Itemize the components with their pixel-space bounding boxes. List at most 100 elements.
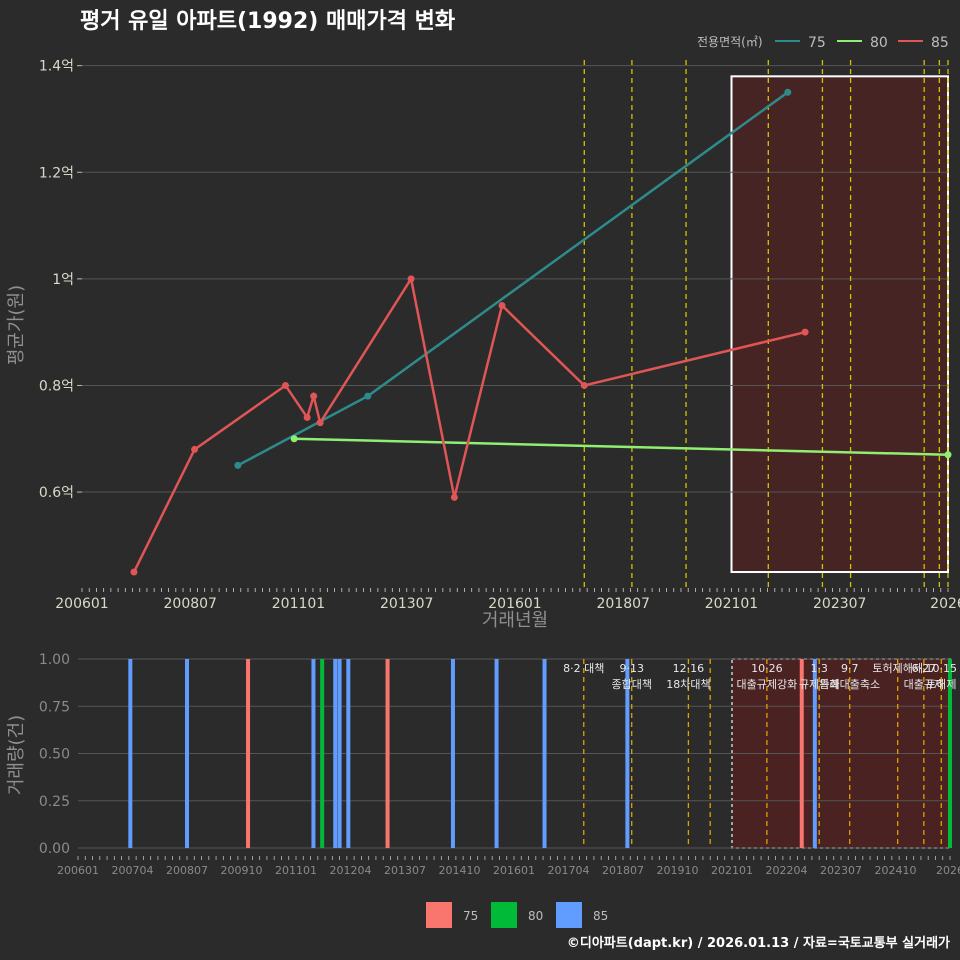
volume-bar-85 xyxy=(542,659,547,848)
event-label: 대출규제 xyxy=(904,678,944,691)
data-point-85 xyxy=(303,413,311,421)
x-tick-label-bottom: 200704 xyxy=(112,864,154,877)
caption: ©디아파트(dapt.kr) / 2026.01.13 / 자료=국토교통부 실… xyxy=(567,935,950,951)
data-point-85 xyxy=(191,445,199,453)
x-tick-label: 200601 xyxy=(55,596,108,612)
x-tick-label: 201307 xyxy=(380,596,433,612)
data-point-75 xyxy=(784,88,792,96)
legend-swatch-80 xyxy=(491,902,517,928)
x-tick-label-bottom: 201807 xyxy=(602,864,644,877)
legend-bottom-label-75: 75 xyxy=(463,909,478,923)
volume-bar-85 xyxy=(333,659,338,848)
data-point-85 xyxy=(282,381,290,389)
volume-bar-85 xyxy=(346,659,351,848)
data-point-85 xyxy=(450,493,458,501)
volume-bar-75 xyxy=(246,659,251,848)
x-tick-label-bottom: 200601 xyxy=(57,864,99,877)
series-line-80 xyxy=(294,437,949,456)
y-tick-label-bottom: 0.50 xyxy=(39,747,70,763)
y-tick-label-bottom: 0.00 xyxy=(39,841,70,857)
volume-plot: 0.00 0.25 0.50 0.75 1.00 8·2 대책 9·13 종합대책 12·16 1… xyxy=(39,652,960,877)
data-point-80 xyxy=(290,435,298,443)
x-tick-label-bottom: 201910 xyxy=(657,864,699,877)
event-label: 대출규제강화 xyxy=(737,678,798,691)
event-label: 9·13 xyxy=(619,662,644,675)
volume-bar-85 xyxy=(494,659,499,848)
event-label: 토허제해제 xyxy=(872,661,923,675)
bottom-y-axis-title: 거래량(건) xyxy=(6,715,27,795)
event-label: 9·7 xyxy=(841,662,859,675)
chart-title: 평거 유일 아파트(1992) 매매가격 변화 xyxy=(80,9,455,34)
event-label: 12·16 xyxy=(673,662,705,675)
x-tick-label-bottom: 201410 xyxy=(439,864,481,877)
volume-bar-85 xyxy=(450,659,455,848)
volume-bar-85 xyxy=(812,659,817,848)
x-tick-label: 200807 xyxy=(164,596,217,612)
top-x-axis-title: 거래년월 xyxy=(482,610,548,631)
x-tick-label: 201807 xyxy=(597,596,650,612)
x-tick-label-bottom: 201601 xyxy=(493,864,535,877)
data-point-85 xyxy=(580,381,588,389)
x-tick-label-bottom: 202410 xyxy=(875,864,917,877)
x-tick-label-bottom: 2026 xyxy=(936,864,960,877)
volume-bar-85 xyxy=(337,659,342,848)
event-label: 10·26 xyxy=(751,662,783,675)
x-tick-label-bottom: 201101 xyxy=(275,864,317,877)
legend-swatch-85 xyxy=(556,902,582,928)
volume-bar-80 xyxy=(320,659,325,848)
volume-bar-85 xyxy=(311,659,316,848)
data-point-85 xyxy=(498,302,506,310)
legend-bottom: 75 80 85 xyxy=(426,902,608,928)
data-point-85 xyxy=(407,275,415,283)
volume-bar-80 xyxy=(948,659,952,848)
price-plot: 0.6억 0.8억 1억 1.2억 1.4억 200601 200807 201101 2013… xyxy=(39,59,960,612)
legend-label-80: 80 xyxy=(870,35,888,51)
event-label: 10·15 xyxy=(926,662,958,675)
y-tick-label: 0.6억 xyxy=(39,485,74,501)
y-tick-label-bottom: 0.75 xyxy=(39,699,70,715)
highlight-region xyxy=(730,75,949,574)
event-label: 6·27 xyxy=(912,662,937,675)
y-tick-label: 1.2억 xyxy=(39,165,74,181)
data-point-85 xyxy=(130,568,138,576)
volume-bar-75 xyxy=(385,659,390,848)
event-label: 종합대책 xyxy=(611,678,651,691)
legend-title: 전용면적(㎡) xyxy=(697,35,763,49)
event-label: 토허제 xyxy=(926,678,956,691)
x-tick-label-bottom: 201704 xyxy=(548,864,590,877)
y-tick-label-bottom: 0.25 xyxy=(39,794,70,810)
legend-label-85: 85 xyxy=(931,35,949,51)
event-label: 18차대책 xyxy=(666,678,710,691)
x-tick-label-bottom: 202101 xyxy=(711,864,753,877)
x-tick-label: 2026 xyxy=(930,596,960,612)
event-label: 규제완화 xyxy=(799,678,839,691)
data-point-75 xyxy=(364,392,372,400)
data-point-80 xyxy=(944,451,952,459)
legend-top: 전용면적(㎡) 75 80 85 xyxy=(697,35,949,51)
volume-bar-75 xyxy=(799,659,804,848)
x-tick-label: 202101 xyxy=(705,596,758,612)
legend-bottom-label-85: 85 xyxy=(593,909,608,923)
top-y-axis-title: 평균가(원) xyxy=(6,285,27,365)
data-point-85 xyxy=(310,392,318,400)
legend-label-75: 75 xyxy=(808,35,826,51)
event-label: 특례대출축소 xyxy=(819,678,880,691)
data-point-85 xyxy=(316,419,324,427)
y-tick-label: 1억 xyxy=(52,272,74,288)
x-tick-label-bottom: 200807 xyxy=(166,864,208,877)
event-label: 8·2 대책 xyxy=(563,662,604,675)
event-label: 1·3 xyxy=(810,662,828,675)
data-point-85 xyxy=(801,328,809,336)
x-tick-label-bottom: 200910 xyxy=(221,864,263,877)
legend-bottom-label-80: 80 xyxy=(528,909,543,923)
y-tick-label-bottom: 1.00 xyxy=(39,652,70,668)
x-tick-label: 201101 xyxy=(272,596,325,612)
x-tick-label-bottom: 201307 xyxy=(384,864,426,877)
y-tick-label: 1.4억 xyxy=(39,59,74,75)
volume-bar-85 xyxy=(625,659,630,848)
data-point-75 xyxy=(234,461,242,469)
x-tick-label-bottom: 201204 xyxy=(330,864,372,877)
volume-bar-85 xyxy=(185,659,189,848)
legend-swatch-75 xyxy=(426,902,452,928)
